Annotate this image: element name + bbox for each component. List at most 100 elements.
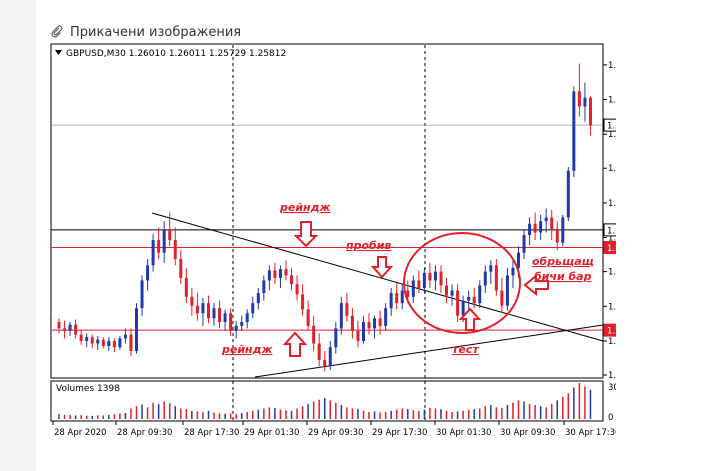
candle-body (212, 308, 216, 319)
candle-body (422, 272, 426, 289)
y-tick-label: 1.25470 (608, 164, 616, 174)
candle-body (79, 334, 83, 341)
candle-body (483, 271, 487, 286)
candle-body (561, 217, 565, 243)
candle-body (251, 303, 255, 314)
candle-body (118, 338, 122, 348)
candle-body (234, 325, 238, 331)
candle-body (184, 277, 188, 297)
candle-body (290, 275, 294, 285)
candle-body (439, 271, 443, 286)
candle-body (456, 290, 460, 316)
candle-body (74, 324, 78, 335)
candle-body (157, 240, 161, 253)
candle-body (478, 285, 482, 304)
candle-body (201, 303, 205, 314)
candle-body (461, 300, 465, 316)
candle-body (179, 259, 183, 278)
candle-body (245, 313, 249, 323)
y-tick-label: 1.24100 (608, 337, 616, 347)
paperclip-icon (51, 25, 63, 38)
x-tick-label: 30 Apr 01:30 (436, 428, 491, 438)
symbol-dropdown-icon[interactable] (55, 50, 62, 55)
left-arrow-icon (523, 273, 549, 297)
y-tick-label: 1.25740 (608, 130, 616, 140)
volume-tick-label: 3087 (608, 383, 616, 393)
price-chart: GBPUSD,M30 1.26010 1.26011 1.25729 1.258… (50, 43, 647, 438)
candle-body (395, 293, 399, 304)
candle-body (90, 337, 94, 344)
candle-body (384, 308, 388, 326)
candle-body (317, 343, 321, 360)
ascending-trendline (254, 324, 604, 378)
candle-body (140, 280, 144, 309)
candle-body (63, 328, 67, 331)
candle-body (350, 315, 354, 331)
candle-body (539, 221, 543, 233)
candle-body (312, 325, 316, 344)
candle-body (544, 217, 548, 222)
candle-body (168, 230, 172, 241)
candle-body (162, 230, 166, 253)
candle-body (334, 328, 338, 348)
x-tick-label: 28 Apr 2020 (54, 428, 107, 438)
annotation-test: тест (452, 343, 479, 356)
candle-body (223, 313, 227, 323)
price-tag-label: 1.24981 (607, 226, 616, 236)
candle-body (256, 293, 260, 304)
candle-body (516, 252, 520, 268)
candle-body (123, 334, 127, 339)
candle-body (195, 305, 199, 314)
x-tick-label: 30 Apr 17:30 (565, 428, 616, 438)
descending-trendline (151, 212, 604, 342)
candle-body (505, 275, 509, 306)
x-tick-label: 29 Apr 17:30 (372, 428, 427, 438)
price-tag-label: 1.25812 (607, 122, 616, 132)
candle-body (500, 290, 504, 306)
candle-body (306, 309, 310, 326)
y-tick-label: 1.24375 (608, 302, 616, 312)
y-tick-label: 1.25195 (608, 199, 616, 209)
volumes-label: Volumes 1398 (56, 384, 120, 394)
candle-body (339, 303, 343, 329)
volume-area (50, 380, 604, 422)
candle-body (151, 240, 155, 266)
candle-body (57, 322, 61, 329)
up-arrow-icon (458, 307, 482, 331)
price-tag-label: 1.24841 (607, 244, 616, 254)
candle-body (572, 91, 576, 171)
candle-body (400, 290, 404, 304)
candle-body (328, 347, 332, 367)
x-tick-label: 28 Apr 17:30 (184, 428, 239, 438)
candle-body (583, 97, 587, 107)
candle-body (389, 293, 393, 309)
annotation-range-bottom: рейндж (221, 343, 274, 356)
candle-body (295, 284, 299, 295)
candle-body (494, 265, 498, 291)
candle-body (345, 303, 349, 316)
candle-body (577, 91, 581, 107)
candle-body (417, 280, 421, 289)
candle-body (112, 340, 116, 348)
candle-body (96, 339, 100, 344)
candle-body (262, 280, 266, 294)
candle-body (555, 230, 559, 243)
candle-body (588, 97, 592, 126)
candle-body (361, 322, 365, 341)
chart-container: GBPUSD,M30 1.26010 1.26011 1.25729 1.258… (50, 43, 647, 443)
candle-body (323, 359, 327, 367)
down-arrow-icon (370, 256, 394, 279)
candle-body (550, 217, 554, 231)
candle-body (411, 280, 415, 297)
candle-body (218, 308, 222, 323)
candle-body (68, 324, 72, 331)
candle-body (129, 334, 133, 352)
attachments-title: Прикачени изображения (70, 24, 242, 40)
x-tick-label: 30 Apr 09:30 (500, 428, 555, 438)
candle-body (467, 296, 471, 301)
y-tick-label: 1.26290 (608, 61, 616, 71)
candle-body (522, 235, 526, 253)
annotation-bull-bar: бичи бар (534, 270, 592, 283)
candle-body (489, 265, 493, 272)
up-arrow-icon (282, 331, 308, 357)
